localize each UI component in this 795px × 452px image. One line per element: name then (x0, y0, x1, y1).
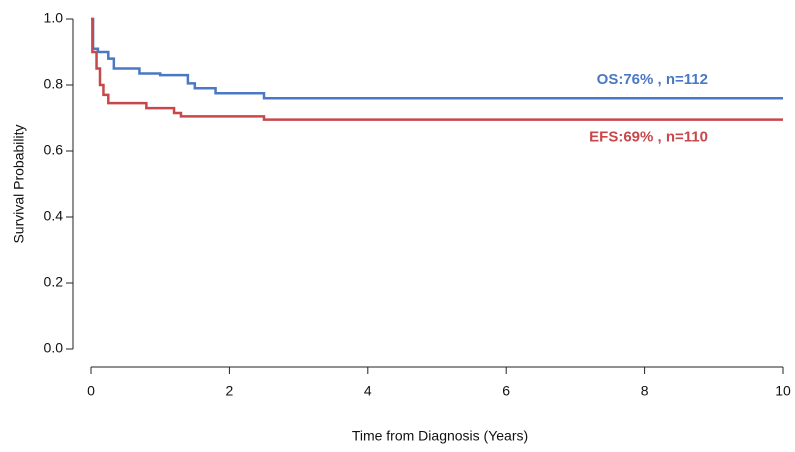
survival-curve (91, 17, 783, 121)
y-tick-label: 0.8 (44, 76, 64, 92)
x-tick-label: 8 (641, 383, 649, 399)
x-tick-label: 4 (364, 383, 372, 399)
y-tick-label: 1.0 (44, 10, 64, 26)
survival-curve (91, 17, 783, 100)
y-tick-label: 0.0 (44, 340, 64, 356)
x-tick-label: 0 (87, 383, 95, 399)
x-tick-label: 6 (502, 383, 510, 399)
x-tick-label: 10 (775, 383, 791, 399)
curve-label: EFS:69% , n=110 (589, 129, 708, 146)
curve-label: OS:76% , n=112 (597, 71, 708, 88)
y-tick-label: 0.2 (44, 274, 64, 290)
x-axis-label: Time from Diagnosis (Years) (352, 428, 528, 444)
x-tick-label: 2 (226, 383, 234, 399)
y-axis-label: Survival Probability (11, 124, 27, 243)
y-tick-label: 0.6 (44, 142, 64, 158)
y-tick-label: 0.4 (44, 208, 64, 224)
